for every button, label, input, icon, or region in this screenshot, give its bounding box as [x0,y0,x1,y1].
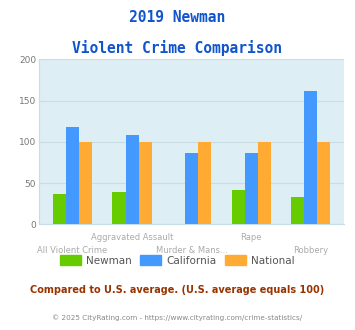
Bar [66,127,79,224]
Text: Aggravated Assault: Aggravated Assault [91,233,173,242]
Bar [291,197,304,224]
Bar [198,142,211,224]
Text: Murder & Mans...: Murder & Mans... [156,246,228,255]
Text: Compared to U.S. average. (U.S. average equals 100): Compared to U.S. average. (U.S. average … [31,285,324,295]
Bar [185,153,198,224]
Text: All Violent Crime: All Violent Crime [38,246,108,255]
Bar [231,190,245,224]
Text: 2019 Newman: 2019 Newman [129,10,226,25]
Bar [245,152,258,224]
Bar [258,142,271,224]
Text: Robbery: Robbery [293,246,328,255]
Bar [113,192,126,224]
Bar [304,91,317,224]
Bar [126,135,139,224]
Text: © 2025 CityRating.com - https://www.cityrating.com/crime-statistics/: © 2025 CityRating.com - https://www.city… [53,314,302,321]
Text: Violent Crime Comparison: Violent Crime Comparison [72,40,283,55]
Bar [317,142,331,224]
Bar [53,194,66,224]
Text: Rape: Rape [240,233,262,242]
Bar [139,142,152,224]
Legend: Newman, California, National: Newman, California, National [56,251,299,270]
Bar [79,142,92,224]
